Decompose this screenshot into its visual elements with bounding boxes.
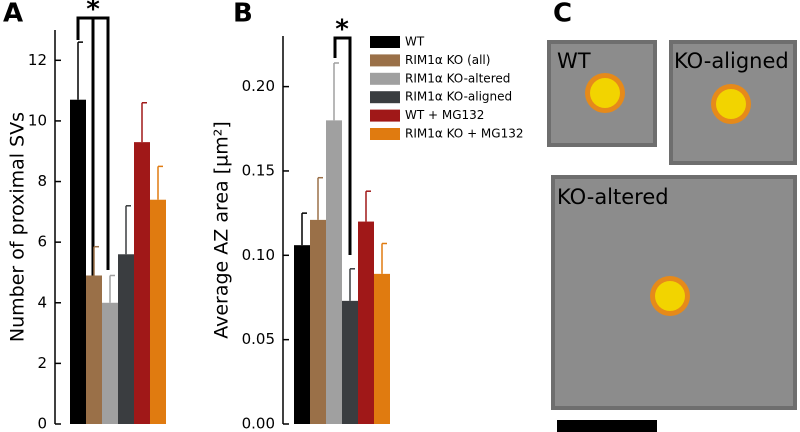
diagram: WT KO-aligned KO-altered: [547, 40, 797, 432]
significance: *: [86, 0, 100, 25]
bar: [70, 99, 86, 424]
legend-label: RIM1α KO (all): [405, 53, 490, 67]
significance: *: [335, 15, 349, 45]
bar: [118, 254, 134, 424]
y-tick-label: 10: [28, 111, 47, 129]
bar: [134, 142, 150, 424]
bar: [326, 120, 342, 424]
az-core: [590, 78, 620, 108]
legend-swatch: [370, 54, 400, 67]
y-tick-label: 0.10: [242, 246, 275, 264]
y-tick-label: 0.05: [242, 330, 275, 348]
y-axis-label: Average AZ area [µm²]: [211, 121, 233, 339]
y-tick-label: 2: [37, 354, 47, 372]
legend-label: WT + MG132: [405, 108, 484, 122]
legend-swatch: [370, 128, 400, 140]
y-tick-label: 0.15: [242, 161, 275, 179]
legend-swatch: [370, 91, 400, 104]
bar: [150, 199, 166, 424]
legend-swatch: [370, 109, 400, 122]
y-tick-label: 0.00: [242, 415, 275, 432]
bar: [310, 219, 326, 424]
panel-letter: C: [553, 0, 572, 29]
legend-label: RIM1α KO-altered: [405, 71, 510, 85]
bar: [374, 273, 390, 424]
y-axis-label: Number of proximal SVs: [7, 112, 29, 342]
bar: [102, 302, 118, 424]
legend-swatch: [370, 36, 400, 48]
bar: [86, 275, 102, 424]
legend-label: RIM1α KO + MG132: [405, 127, 524, 141]
y-tick-label: 6: [37, 233, 47, 251]
box-label: KO-aligned: [674, 49, 789, 73]
bar: [358, 221, 374, 424]
box-label: WT: [557, 49, 591, 73]
az-core: [716, 89, 746, 119]
y-tick-label: 4: [37, 293, 47, 311]
y-tick-label: 8: [37, 172, 47, 190]
y-tick-label: 0: [37, 415, 47, 432]
legend-swatch: [370, 72, 400, 85]
box-label: KO-altered: [557, 185, 669, 209]
bar: [342, 300, 358, 424]
significance-bracket: [76, 16, 352, 310]
panel-letter: B: [233, 0, 253, 29]
y-tick-label: 12: [28, 51, 47, 69]
panel-letter: A: [3, 0, 23, 29]
bar: [294, 245, 310, 424]
y-tick-label: 0.20: [242, 77, 275, 95]
legend-label: WT: [405, 35, 425, 49]
legend-label: RIM1α KO-aligned: [405, 90, 512, 104]
scale-bar: [557, 420, 657, 432]
az-core: [655, 281, 685, 311]
